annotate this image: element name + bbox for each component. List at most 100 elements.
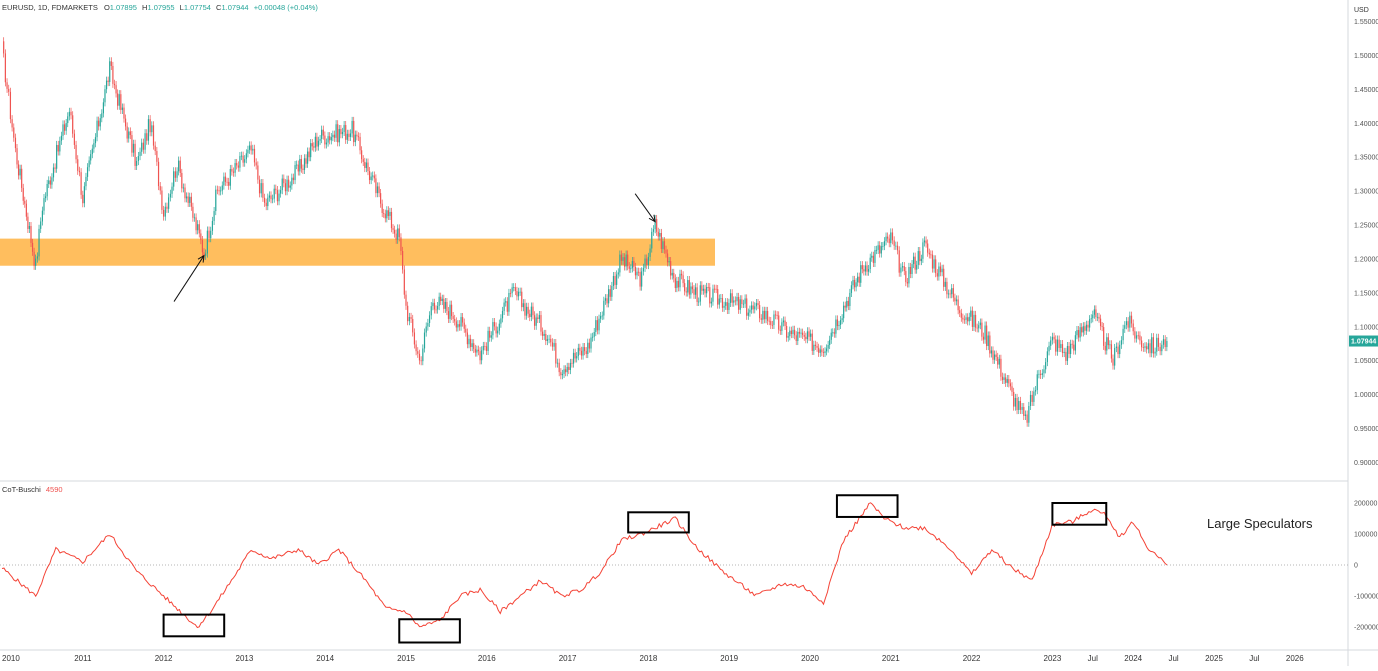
price-candle-body: [105, 80, 108, 90]
price-candle-body: [821, 349, 823, 353]
price-candle-body: [939, 266, 942, 273]
price-candle-body: [397, 228, 399, 240]
price-candle-body: [484, 345, 486, 347]
price-candle-body: [33, 251, 35, 266]
symbol-legend[interactable]: EURUSD, 1D, FDMARKETS O1.07895 H1.07955 …: [2, 3, 318, 12]
price-candle-body: [707, 286, 709, 288]
price-candle-body: [236, 163, 238, 166]
highlight-box: [835, 494, 899, 518]
price-candle-body: [24, 200, 26, 204]
price-candle-body: [810, 333, 812, 337]
price-candle-body: [611, 285, 613, 297]
price-candle-body: [90, 154, 92, 161]
price-candle-body: [78, 170, 81, 173]
price-candle-body: [1115, 346, 1117, 349]
price-candle-body: [1124, 325, 1126, 329]
price-candle-body: [346, 133, 348, 140]
price-candle-body: [327, 136, 329, 143]
price-candle-body: [395, 233, 397, 240]
price-candle-body: [946, 281, 948, 295]
price-candle-body: [1098, 316, 1100, 319]
indicator-legend[interactable]: CoT-Buschi 4590: [2, 485, 63, 494]
price-candle-body: [215, 189, 217, 212]
indicator-axis[interactable]: 200000 100000 0 -100000 -200000: [1354, 501, 1378, 632]
price-candle-body: [372, 175, 374, 177]
price-candle-body: [1071, 343, 1073, 345]
price-candle-body: [324, 135, 326, 145]
price-candle-body: [381, 203, 383, 213]
price-candle-body: [744, 298, 746, 304]
price-candle-body: [31, 242, 34, 252]
indicator-tick-label: -200000: [1354, 625, 1378, 632]
price-candle-body: [278, 193, 280, 202]
price-candle-body: [244, 159, 246, 163]
price-candle-body: [762, 310, 764, 320]
price-axis[interactable]: 1.55000 1.50000 1.45000 1.40000 1.35000 1.300…: [1354, 19, 1378, 467]
price-candle-body: [587, 342, 589, 354]
price-candle-body: [77, 159, 79, 171]
price-candle-body: [19, 168, 21, 176]
price-candle-body: [671, 272, 673, 276]
price-candle-body: [872, 255, 874, 263]
price-candle-body: [4, 53, 6, 83]
price-candle-body: [1031, 394, 1033, 402]
price-candle-body: [487, 330, 489, 351]
time-tick-label: 2025: [1205, 654, 1223, 663]
price-candle-body: [630, 268, 632, 270]
time-axis[interactable]: 2010 2011 2012 2013 2014 2015 2016 2017 2018 2019…: [2, 654, 1304, 663]
price-candle-body: [712, 288, 714, 302]
price-candle-body: [169, 193, 171, 198]
price-candle-body: [200, 233, 202, 241]
price-candle-body: [839, 320, 842, 325]
price-candle-body: [718, 298, 720, 305]
price-candle-body: [245, 153, 247, 160]
price-candle-body: [916, 264, 918, 270]
time-tick-label: Jul: [1088, 654, 1098, 663]
price-candle-body: [647, 256, 649, 266]
price-candle-body: [1005, 377, 1007, 383]
price-candle-body: [577, 347, 579, 357]
price-candle-body: [1110, 344, 1113, 359]
price-candle-body: [213, 211, 215, 221]
price-candle-body: [663, 241, 666, 250]
price-candle-body: [325, 142, 328, 145]
price-candle-body: [833, 332, 835, 334]
price-candle-body: [354, 134, 356, 143]
price-candle-body: [455, 321, 457, 328]
price-candle-body: [849, 292, 851, 306]
price-candle-body: [1084, 326, 1086, 331]
price-candle-body: [1063, 351, 1065, 354]
price-candle-body: [818, 347, 820, 353]
price-candle-body: [982, 336, 985, 340]
price-candle-body: [558, 362, 560, 373]
price-candle-body: [49, 180, 51, 185]
indicator-name: CoT-Buschi: [2, 485, 41, 494]
price-candle-body: [900, 267, 902, 273]
price-candle-body: [54, 167, 56, 169]
price-candle-body: [1060, 344, 1062, 348]
price-candle-body: [1070, 343, 1072, 355]
price-candle-body: [885, 236, 887, 242]
price-candle-body: [641, 271, 643, 287]
time-tick-label: 2023: [1044, 654, 1062, 663]
time-tick-label: 2019: [720, 654, 738, 663]
price-candle-body: [493, 322, 496, 327]
price-candle-body: [237, 165, 239, 168]
open-value: 1.07895: [110, 3, 137, 12]
price-candle-body: [503, 302, 505, 311]
price-candle-body: [1159, 346, 1161, 352]
time-tick-label: 2018: [640, 654, 658, 663]
price-candle-body: [68, 111, 70, 117]
price-candle-body: [600, 316, 602, 319]
price-candle-body: [522, 303, 524, 308]
close-value: 1.07944: [221, 3, 248, 12]
support-resistance-zone: [0, 238, 715, 266]
price-candle-body: [297, 164, 299, 172]
price-candle-body: [763, 310, 766, 320]
price-candle-body: [182, 187, 185, 189]
price-candle-body: [811, 333, 813, 351]
price-candle-body: [454, 318, 456, 322]
price-candle-body: [1122, 328, 1124, 341]
price-candle-body: [674, 278, 676, 289]
